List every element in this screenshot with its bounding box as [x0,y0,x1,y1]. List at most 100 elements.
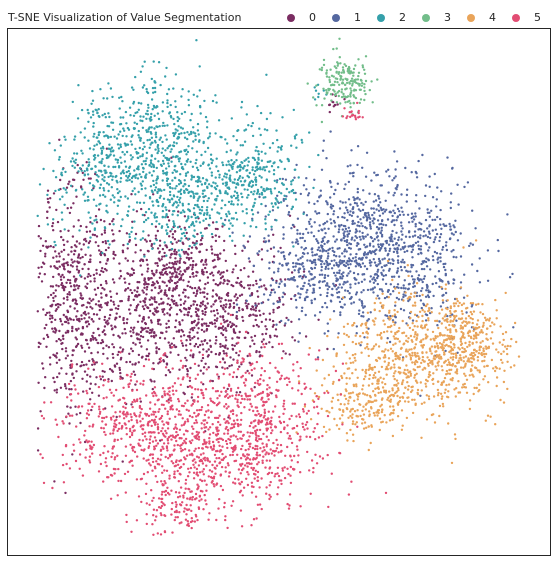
data-point [152,193,155,196]
data-point [70,250,73,253]
data-point [178,323,182,326]
data-point [260,346,263,349]
data-point [336,216,340,219]
data-point [356,376,359,379]
data-point [103,252,106,256]
data-point [235,351,238,355]
data-point [167,319,170,323]
data-point [144,281,147,284]
data-point [291,205,294,208]
data-point [235,375,238,379]
data-point [182,242,185,246]
data-point [453,433,457,436]
data-point [366,342,369,346]
data-point [278,298,281,302]
data-point [132,100,136,104]
data-point [384,356,387,359]
data-point [396,415,400,418]
data-point [71,157,74,160]
data-point [264,318,268,321]
data-point [116,204,120,207]
data-point [119,269,122,273]
data-point [372,291,375,294]
data-point [281,263,284,267]
data-point [387,361,390,365]
data-point [146,249,150,253]
data-point [120,95,123,99]
data-point [206,185,209,188]
data-point [42,308,45,311]
data-point [171,198,174,201]
data-point [88,147,92,150]
data-point [150,112,153,116]
data-point [106,134,109,138]
data-point [214,365,218,368]
data-point [335,354,338,358]
data-point [74,299,78,302]
data-point [395,355,398,358]
data-point [66,329,69,333]
data-point [386,254,389,257]
data-point [203,313,207,316]
data-point [75,152,79,155]
data-point [135,201,139,204]
data-point [358,235,361,239]
data-point [73,260,76,263]
data-point [404,235,408,238]
data-point [352,94,355,97]
data-point [202,140,205,144]
data-point [440,397,443,400]
data-point [397,236,401,239]
data-point [224,259,227,263]
data-point [282,350,285,353]
data-point [130,267,134,270]
data-point [290,320,293,323]
data-point [64,357,68,360]
data-point [159,273,163,276]
data-point [229,299,233,302]
data-point [336,182,339,185]
data-point [112,300,115,304]
data-point [99,253,103,257]
data-point [335,352,338,355]
data-point [320,168,324,171]
data-point [235,281,238,284]
data-point [75,268,79,271]
data-point [450,232,454,235]
data-point [157,322,160,326]
data-point [378,297,381,300]
data-point [440,383,443,386]
data-point [43,386,46,390]
data-point [230,202,233,206]
data-point [131,349,134,353]
data-point [325,157,328,160]
data-point [172,195,176,198]
data-point [119,358,123,361]
data-point [293,279,297,282]
data-point [410,348,413,351]
data-point [444,274,447,277]
data-point [363,86,366,89]
data-point [168,157,171,160]
data-point [426,211,430,214]
data-point [397,370,400,374]
data-point [85,339,88,342]
data-point [186,373,189,376]
data-point [178,160,181,163]
data-point [192,275,195,278]
data-point [151,272,155,275]
data-point [384,224,388,227]
data-point [134,343,137,346]
data-point [284,352,287,355]
data-point [313,98,317,101]
data-point [411,220,414,223]
data-point [198,279,202,282]
data-point [148,171,151,174]
data-point [134,147,137,151]
data-point [355,291,359,294]
data-point [438,312,441,315]
data-point [253,342,256,346]
data-point [234,186,238,189]
data-point [221,275,224,278]
data-point [282,303,285,306]
